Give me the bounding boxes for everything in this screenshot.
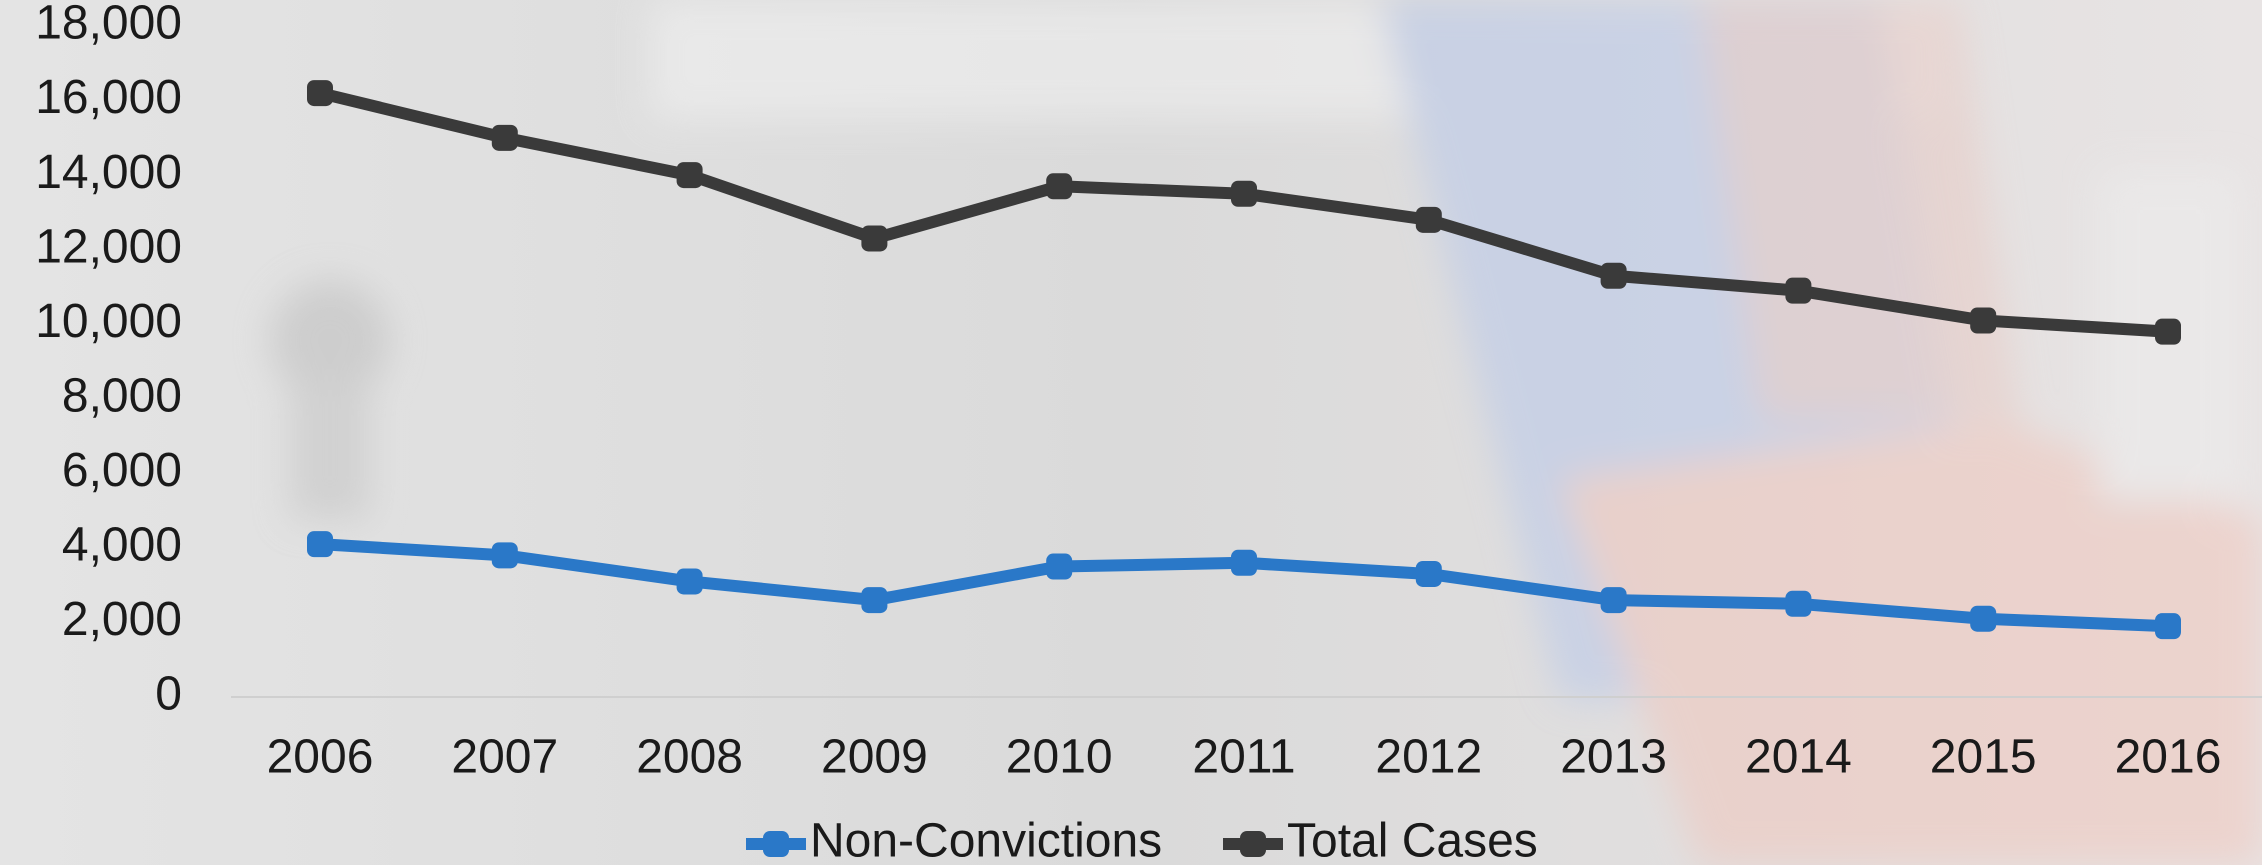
x-tick-label: 2014 (1745, 731, 1852, 784)
marker (1785, 590, 1812, 617)
marker (1231, 180, 1257, 207)
y-tick-label: 16,000 (35, 71, 182, 124)
y-tick-label: 6,000 (62, 444, 182, 497)
y-tick-label: 10,000 (35, 295, 182, 348)
marker (1970, 307, 1997, 334)
y-tick-label: 2,000 (62, 593, 182, 646)
x-tick-label: 2008 (636, 731, 743, 784)
legend-label: Non-Convictions (810, 815, 1162, 865)
x-tick-label: 2007 (451, 731, 558, 784)
marker (2155, 318, 2181, 345)
marker (861, 225, 888, 252)
x-tick-label: 2012 (1375, 731, 1482, 784)
y-tick-label: 4,000 (62, 519, 182, 572)
y-tick-label: 8,000 (62, 369, 182, 422)
y-tick-label: 12,000 (35, 220, 182, 273)
marker (1231, 549, 1257, 576)
marker (1415, 206, 1442, 233)
legend-label: Total Cases (1287, 815, 1538, 865)
marker (307, 80, 333, 107)
marker (491, 124, 518, 151)
legend-swatch-marker (763, 831, 789, 857)
marker (861, 587, 888, 614)
marker (676, 568, 703, 595)
y-tick-label: 0 (155, 668, 182, 721)
legend-swatch-marker (1240, 831, 1266, 857)
marker (2155, 613, 2181, 640)
marker (1970, 605, 1997, 632)
marker (676, 162, 703, 189)
y-tick-label: 14,000 (35, 146, 182, 199)
marker (1600, 587, 1627, 614)
background-photo (270, 0, 2262, 865)
marker (1046, 553, 1073, 580)
x-tick-label: 2006 (267, 731, 374, 784)
marker (1415, 560, 1442, 587)
x-tick-label: 2013 (1560, 731, 1667, 784)
x-tick-label: 2015 (1930, 731, 2037, 784)
x-tick-label: 2009 (821, 731, 928, 784)
marker (1785, 277, 1812, 304)
marker (307, 531, 333, 558)
x-tick-label: 2011 (1192, 731, 1295, 784)
marker (1046, 173, 1073, 200)
x-tick-label: 2010 (1006, 731, 1113, 784)
x-tick-label: 2016 (2115, 731, 2222, 784)
y-tick-label: 18,000 (35, 0, 182, 50)
marker (491, 542, 518, 569)
marker (1600, 262, 1627, 289)
